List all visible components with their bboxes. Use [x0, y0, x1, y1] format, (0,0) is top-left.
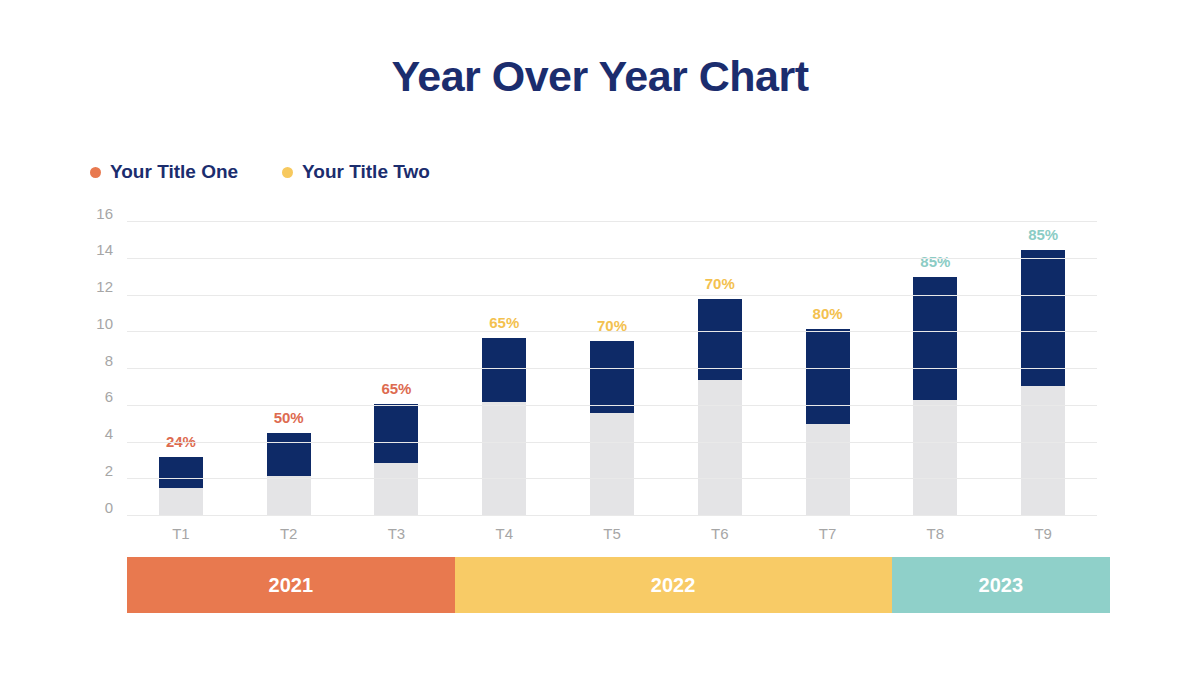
- bar-stack: [159, 457, 203, 516]
- x-axis-label: T4: [495, 525, 513, 542]
- bar-percent-label: 65%: [489, 314, 519, 331]
- bar-column-t9: 85%T9: [989, 222, 1097, 516]
- bar-percent-label: 70%: [705, 275, 735, 292]
- x-axis-label: T6: [711, 525, 729, 542]
- bar-column-t3: 65%T3: [343, 222, 451, 516]
- x-axis-label: T8: [927, 525, 945, 542]
- bar-column-t4: 65%T4: [450, 222, 558, 516]
- legend-label: Your Title Two: [302, 161, 430, 183]
- bar-column-t5: 70%T5: [558, 222, 666, 516]
- bar-stack: [913, 277, 957, 516]
- bar-segment-base: [698, 380, 742, 516]
- bar-percent-label: 65%: [381, 380, 411, 397]
- legend-item-1: Your Title One: [90, 161, 238, 183]
- y-axis-tick-label: 16: [96, 204, 113, 221]
- bar-percent-label: 50%: [274, 409, 304, 426]
- bar-segment-growth: [1021, 250, 1065, 386]
- bar-segment-base: [806, 424, 850, 516]
- bar-segment-growth: [159, 457, 203, 488]
- bar-column-t2: 50%T2: [235, 222, 343, 516]
- bar-stack: [806, 329, 850, 516]
- y-axis-tick-label: 4: [105, 425, 113, 442]
- bar-segment-base: [590, 413, 634, 516]
- bar-column-t8: 85%T8: [881, 222, 989, 516]
- gridline: [127, 515, 1097, 516]
- bar-column-t1: 24%T1: [127, 222, 235, 516]
- gridline: [127, 368, 1097, 369]
- bar-percent-label: 85%: [920, 253, 950, 270]
- plot-area: 24%T150%T265%T365%T470%T570%T680%T785%T8…: [127, 222, 1097, 516]
- legend-label: Your Title One: [110, 161, 238, 183]
- gridline: [127, 221, 1097, 222]
- bar-segment-base: [913, 400, 957, 516]
- gridline: [127, 331, 1097, 332]
- bar-stack: [482, 338, 526, 516]
- y-axis-tick-label: 10: [96, 314, 113, 331]
- gridline: [127, 258, 1097, 259]
- bar-segment-growth: [482, 338, 526, 402]
- bar-stack: [1021, 250, 1065, 516]
- gridline: [127, 442, 1097, 443]
- year-band-2021: 2021: [127, 557, 455, 613]
- y-axis-tick-label: 6: [105, 388, 113, 405]
- x-axis-label: T7: [819, 525, 837, 542]
- gridline: [127, 405, 1097, 406]
- y-axis-tick-label: 2: [105, 461, 113, 478]
- bar-stack: [267, 433, 311, 516]
- bar-segment-base: [482, 402, 526, 516]
- bar-segment-growth: [806, 329, 850, 425]
- year-band-2022: 2022: [455, 557, 892, 613]
- bar-segment-base: [374, 463, 418, 516]
- bar-column-t6: 70%T6: [666, 222, 774, 516]
- bar-segment-base: [159, 488, 203, 516]
- x-axis-label: T9: [1034, 525, 1052, 542]
- x-axis-label: T2: [280, 525, 298, 542]
- bar-segment-growth: [267, 433, 311, 475]
- bar-segment-growth: [913, 277, 957, 400]
- legend-dot-icon: [90, 167, 101, 178]
- year-band-2023: 2023: [892, 557, 1110, 613]
- bar-columns: 24%T150%T265%T365%T470%T570%T680%T785%T8…: [127, 222, 1097, 516]
- gridline: [127, 295, 1097, 296]
- x-axis-label: T3: [388, 525, 406, 542]
- gridline: [127, 478, 1097, 479]
- bar-stack: [374, 404, 418, 516]
- bar-percent-label: 80%: [813, 305, 843, 322]
- bar-segment-base: [267, 476, 311, 516]
- slide: Year Over Year Chart Your Title OneYour …: [0, 0, 1200, 675]
- legend-dot-icon: [282, 167, 293, 178]
- bar-column-t7: 80%T7: [774, 222, 882, 516]
- y-axis-tick-label: 8: [105, 351, 113, 368]
- legend-item-2: Your Title Two: [282, 161, 430, 183]
- x-axis-label: T5: [603, 525, 621, 542]
- bar-percent-label: 85%: [1028, 226, 1058, 243]
- y-axis-tick-label: 0: [105, 498, 113, 515]
- x-axis-label: T1: [172, 525, 190, 542]
- legend: Your Title One Your Title Two: [90, 161, 430, 183]
- year-band: 202120222023: [127, 557, 1110, 613]
- bar-segment-growth: [590, 341, 634, 413]
- y-axis-tick-label: 14: [96, 241, 113, 258]
- y-axis-tick-label: 12: [96, 278, 113, 295]
- chart-title: Year Over Year Chart: [0, 52, 1200, 101]
- bar-segment-growth: [374, 404, 418, 463]
